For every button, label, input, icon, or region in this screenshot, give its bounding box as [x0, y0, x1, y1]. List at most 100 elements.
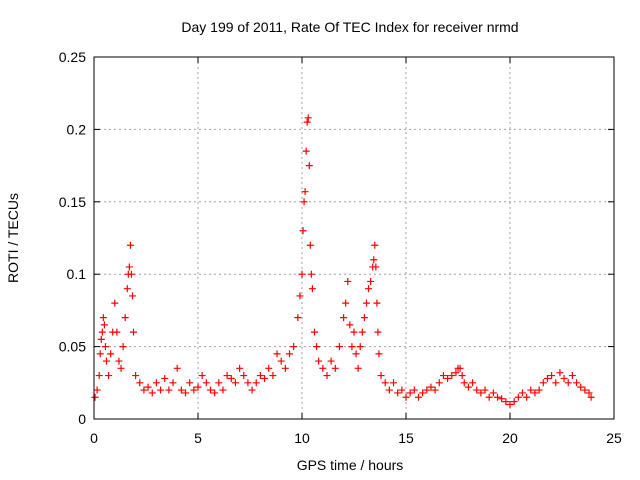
data-point	[398, 386, 406, 394]
data-point	[96, 350, 104, 358]
data-point	[231, 379, 239, 387]
data-point	[261, 374, 269, 382]
data-point	[556, 369, 564, 377]
data-point	[356, 343, 364, 351]
data-point	[373, 299, 381, 307]
y-axis-title: ROTI / TECUs	[5, 193, 21, 283]
data-point	[313, 343, 321, 351]
data-point	[402, 393, 410, 401]
data-point	[248, 386, 256, 394]
data-point	[370, 256, 378, 264]
data-point	[301, 188, 309, 196]
data-point	[125, 263, 133, 271]
data-point	[303, 118, 311, 126]
chart-title: Day 199 of 2011, Rate Of TEC Index for r…	[181, 19, 518, 35]
data-point	[308, 285, 316, 293]
data-point	[169, 379, 177, 387]
data-point	[296, 292, 304, 300]
data-point	[375, 350, 383, 358]
data-point	[358, 328, 366, 336]
data-point	[93, 386, 101, 394]
data-point	[97, 335, 105, 343]
data-point	[377, 372, 385, 380]
data-point	[113, 328, 121, 336]
data-point	[498, 395, 506, 403]
data-point	[464, 383, 472, 391]
data-point	[215, 379, 223, 387]
data-point	[523, 393, 531, 401]
data-point	[460, 379, 468, 387]
data-point	[165, 386, 173, 394]
data-point	[152, 379, 160, 387]
data-point	[305, 162, 313, 170]
data-point	[419, 389, 427, 397]
data-point	[105, 372, 113, 380]
data-point	[367, 277, 375, 285]
data-point	[236, 364, 244, 372]
data-point	[518, 389, 526, 397]
data-point	[390, 379, 398, 387]
data-point	[294, 314, 302, 322]
data-point	[273, 350, 281, 358]
data-point	[206, 386, 214, 394]
data-point	[219, 386, 227, 394]
data-point	[535, 386, 543, 394]
data-point	[115, 357, 123, 365]
data-point	[374, 328, 382, 336]
data-point	[198, 372, 206, 380]
data-point	[157, 386, 165, 394]
data-point	[531, 389, 539, 397]
data-point	[144, 383, 152, 391]
grid	[94, 57, 614, 419]
data-point	[577, 383, 585, 391]
x-tick-label: 25	[606, 430, 622, 446]
data-point	[136, 379, 144, 387]
data-point	[182, 389, 190, 397]
data-point	[381, 379, 389, 387]
y-tick-label: 0.15	[59, 194, 86, 210]
data-point	[265, 364, 273, 372]
data-point	[573, 379, 581, 387]
data-point	[256, 372, 264, 380]
data-point	[99, 314, 107, 322]
data-point	[423, 386, 431, 394]
data-point	[385, 386, 393, 394]
data-point	[148, 389, 156, 397]
data-point	[552, 379, 560, 387]
data-point	[350, 328, 358, 336]
data-point	[227, 374, 235, 382]
data-point	[331, 364, 339, 372]
data-point	[111, 299, 119, 307]
data-point	[298, 270, 306, 278]
data-point	[117, 364, 125, 372]
data-point	[354, 364, 362, 372]
data-point	[286, 350, 294, 358]
data-point	[346, 321, 354, 329]
data-point	[548, 372, 556, 380]
data-point	[240, 372, 248, 380]
data-point	[340, 314, 348, 322]
data-point	[91, 393, 99, 401]
data-point	[277, 357, 285, 365]
data-point	[130, 328, 138, 336]
data-point	[327, 357, 335, 365]
data-point	[335, 343, 343, 351]
data-point	[371, 241, 379, 249]
data-point	[319, 364, 327, 372]
data-point	[281, 364, 289, 372]
data-point	[458, 372, 466, 380]
x-tick-label: 20	[502, 430, 518, 446]
data-point	[452, 369, 460, 377]
data-point	[506, 401, 514, 409]
axis-ticks: 0 5 10 15 20 25 0 0.05 0.1 0.15 0.2 0.25	[59, 49, 622, 446]
data-point	[410, 386, 418, 394]
data-point	[365, 285, 373, 293]
data-point	[102, 357, 110, 365]
data-point	[489, 389, 497, 397]
data-point	[581, 386, 589, 394]
data-point	[568, 372, 576, 380]
data-point	[494, 393, 502, 401]
data-point	[123, 285, 131, 293]
data-point	[514, 393, 522, 401]
